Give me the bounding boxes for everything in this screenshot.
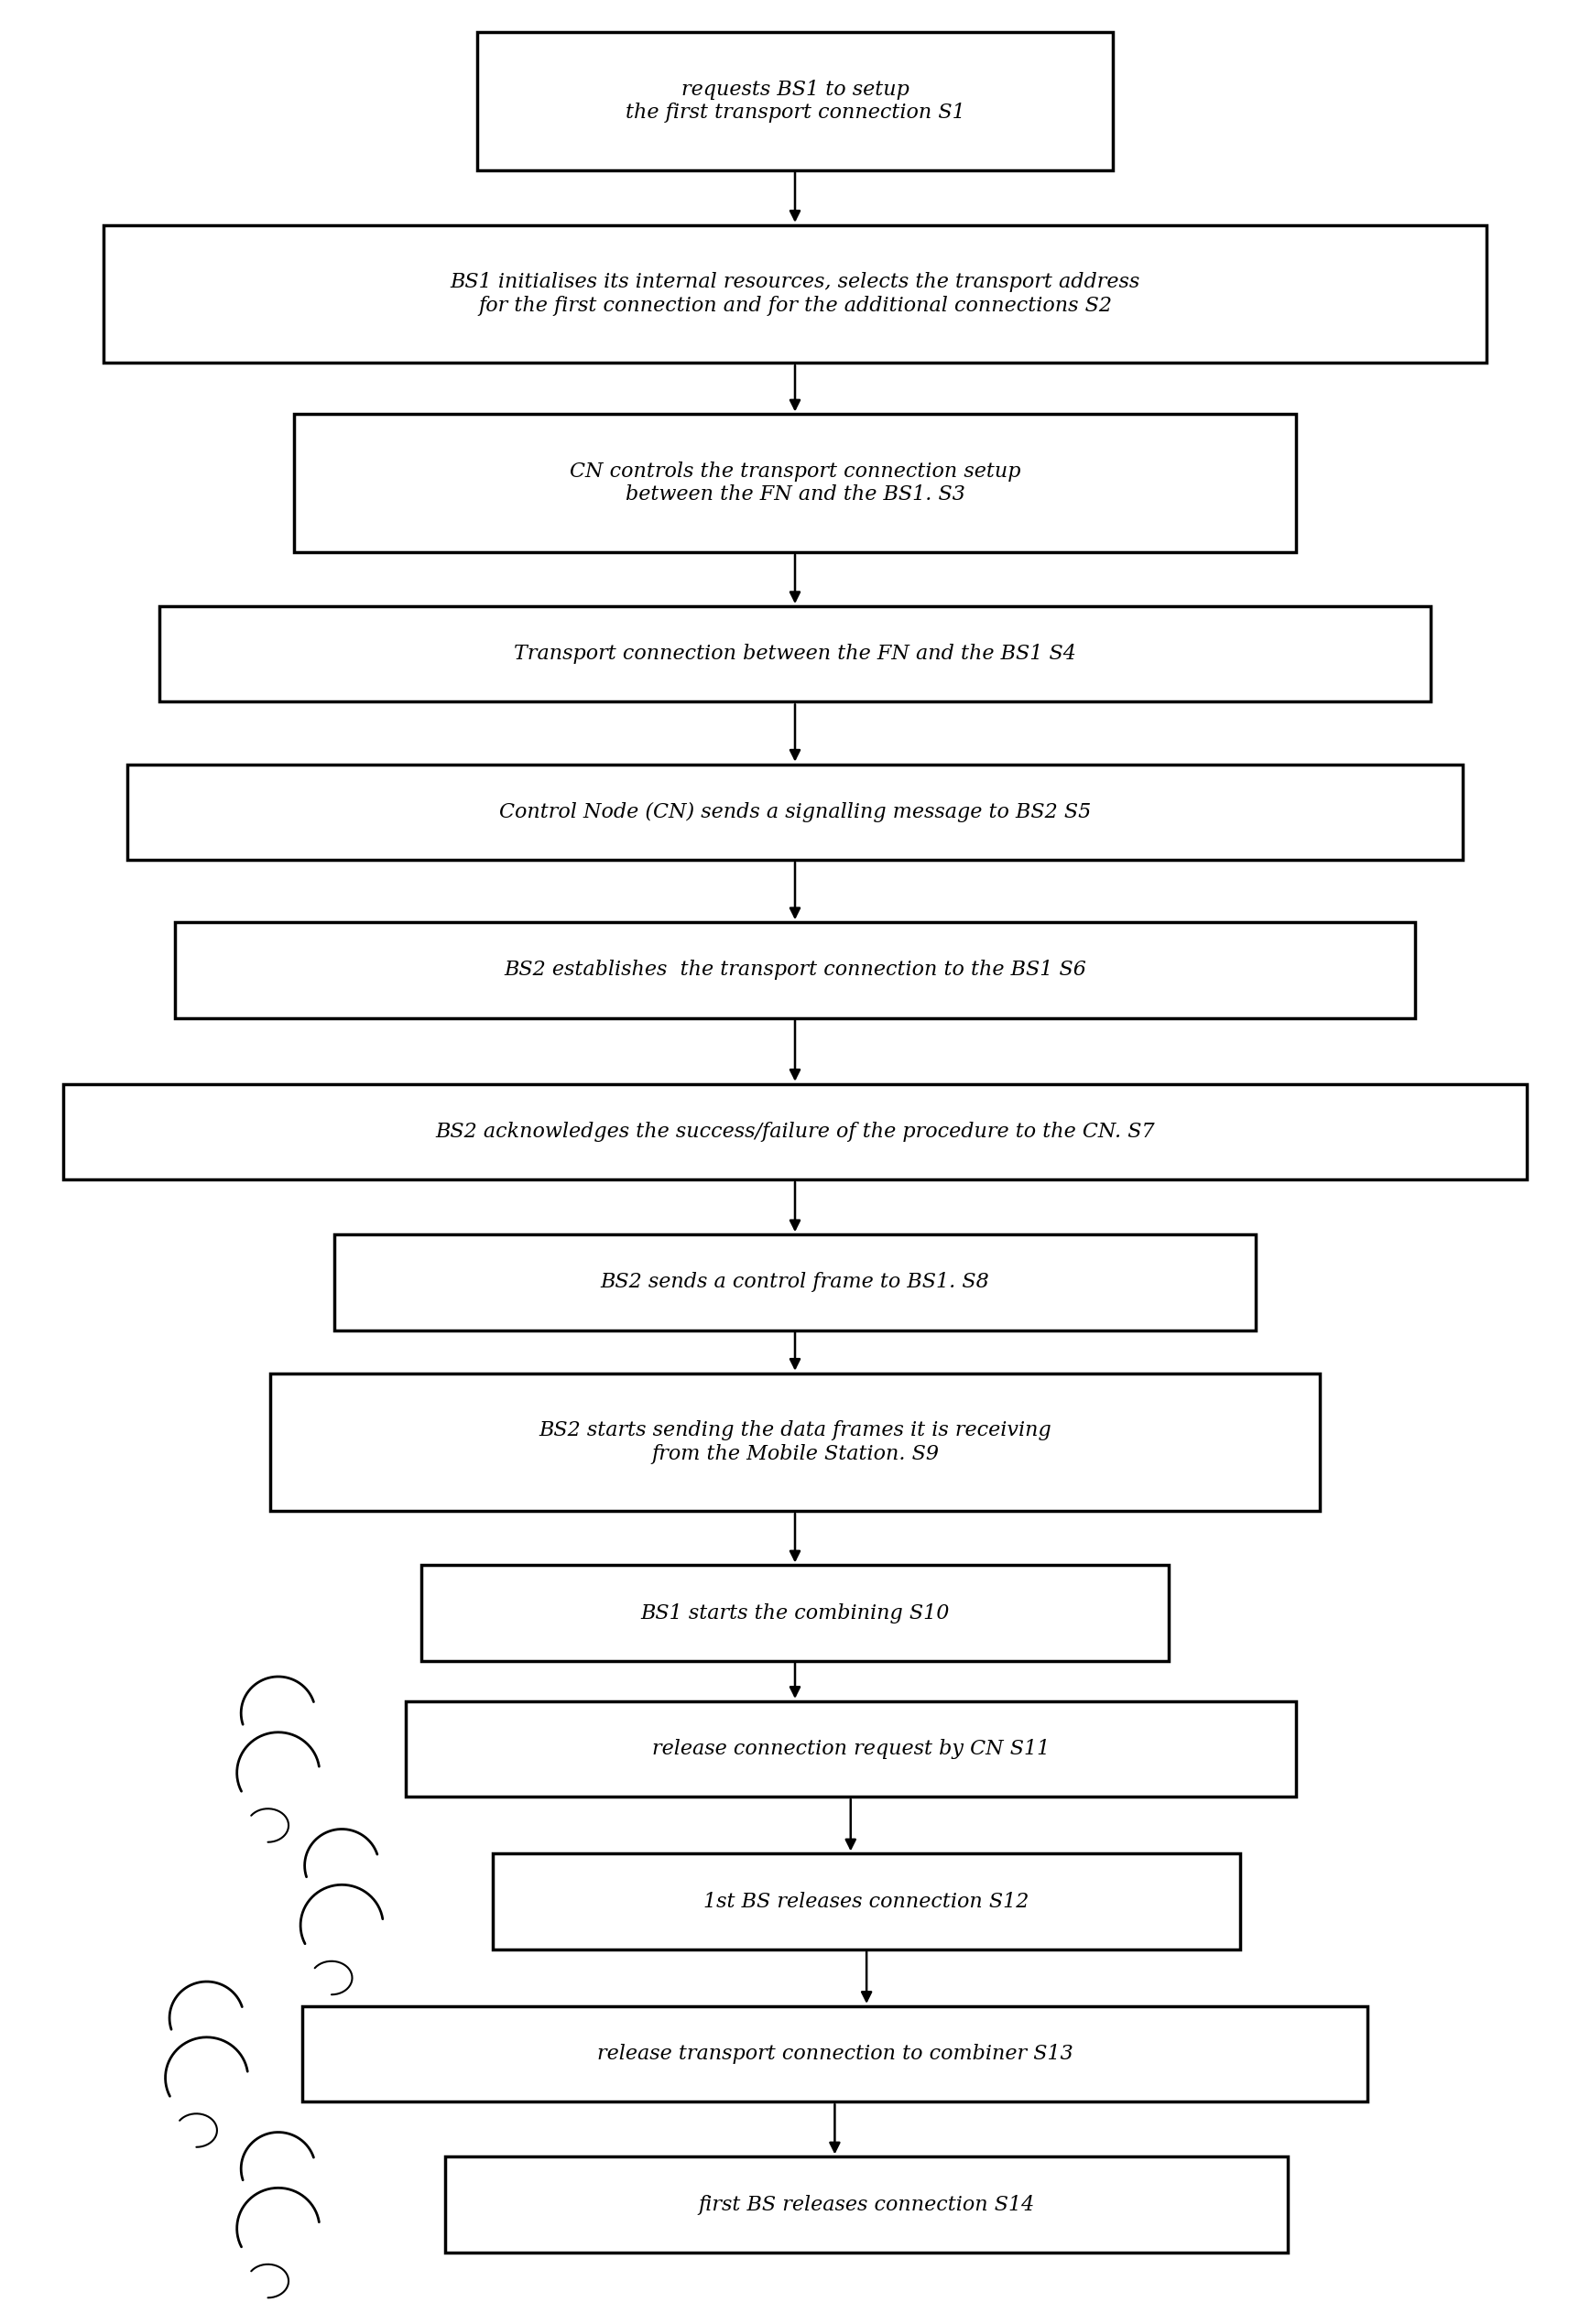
- Text: BS1 starts the combining S10: BS1 starts the combining S10: [641, 1604, 949, 1622]
- Bar: [294, 414, 1296, 553]
- Bar: [334, 1234, 1256, 1329]
- Bar: [103, 225, 1487, 363]
- Bar: [405, 1701, 1296, 1796]
- Bar: [175, 923, 1415, 1018]
- Bar: [445, 2157, 1288, 2252]
- Bar: [493, 1855, 1240, 1950]
- Bar: [477, 33, 1113, 170]
- Bar: [270, 1373, 1320, 1511]
- Bar: [64, 1083, 1526, 1181]
- Text: CN controls the transport connection setup
between the FN and the BS1. S3: CN controls the transport connection set…: [569, 462, 1021, 504]
- Text: Control Node (CN) sends a signalling message to BS2 S5: Control Node (CN) sends a signalling mes…: [499, 802, 1091, 823]
- Bar: [421, 1566, 1169, 1662]
- Bar: [302, 2006, 1367, 2101]
- Bar: [159, 607, 1431, 702]
- Text: first BS releases connection S14: first BS releases connection S14: [698, 2194, 1035, 2215]
- Text: BS1 initialises its internal resources, selects the transport address
for the fi: BS1 initialises its internal resources, …: [450, 272, 1140, 316]
- Text: release connection request by CN S11: release connection request by CN S11: [652, 1738, 1049, 1759]
- Text: BS2 starts sending the data frames it is receiving
from the Mobile Station. S9: BS2 starts sending the data frames it is…: [539, 1420, 1051, 1464]
- Text: BS2 acknowledges the success/failure of the procedure to the CN. S7: BS2 acknowledges the success/failure of …: [436, 1122, 1154, 1141]
- Text: BS2 establishes  the transport connection to the BS1 S6: BS2 establishes the transport connection…: [504, 960, 1086, 981]
- Text: release transport connection to combiner S13: release transport connection to combiner…: [596, 2043, 1073, 2064]
- Bar: [127, 765, 1463, 860]
- Text: requests BS1 to setup
the first transport connection S1: requests BS1 to setup the first transpor…: [625, 79, 965, 123]
- Text: 1st BS releases connection S12: 1st BS releases connection S12: [704, 1892, 1029, 1913]
- Text: Transport connection between the FN and the BS1 S4: Transport connection between the FN and …: [514, 644, 1076, 665]
- Text: BS2 sends a control frame to BS1. S8: BS2 sends a control frame to BS1. S8: [601, 1271, 989, 1292]
